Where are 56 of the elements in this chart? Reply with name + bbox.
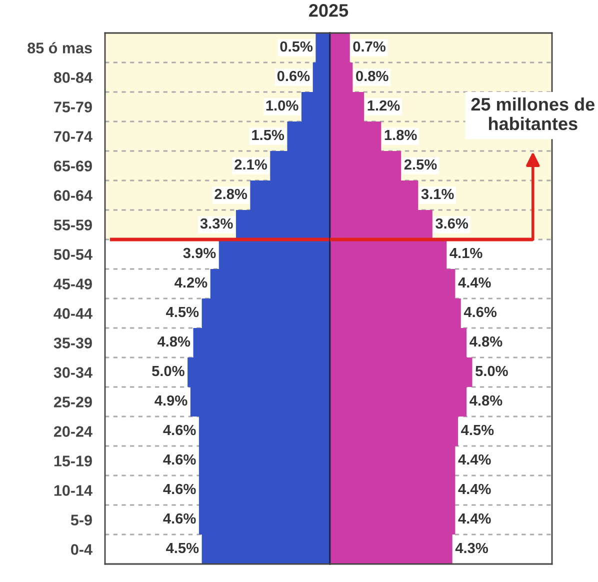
data-label: 1.0% (266, 100, 298, 111)
y-tick-label: 75-79 (54, 102, 92, 112)
data-label: 0.7% (353, 41, 386, 52)
data-label: 4.8% (470, 395, 502, 406)
data-label: 4.2% (174, 277, 208, 288)
data-label: 4.4% (458, 484, 491, 494)
annotation: 25 millones de habitantes (471, 97, 595, 130)
y-tick-label: 40-44 (54, 308, 92, 319)
y-tick-label: 20-24 (54, 426, 92, 437)
data-label: 0.5% (280, 41, 313, 52)
y-tick-label: 70-74 (54, 131, 92, 142)
data-label: 2.8% (214, 188, 248, 200)
y-tick-label: 85 ó mas (28, 42, 92, 54)
data-label: 4.4% (458, 454, 491, 465)
data-label: 4.5% (166, 306, 199, 318)
y-tick-label: 25-29 (54, 396, 92, 408)
data-label: 4.6% (163, 484, 196, 494)
data-label: 2.5% (404, 159, 437, 170)
y-tick-label: 65-69 (54, 160, 92, 172)
y-tick-label: 45-49 (54, 278, 92, 290)
data-label: 1.8% (384, 130, 417, 140)
data-label: 5.0% (476, 366, 508, 376)
data-label: 4.6% (163, 454, 196, 465)
data-label: 5.0% (152, 366, 184, 376)
data-label: 0.6% (277, 70, 310, 82)
data-label: 4.8% (157, 336, 190, 347)
y-tick-label: 50-54 (54, 249, 92, 260)
data-label: 4.6% (163, 424, 196, 436)
data-label: 4.5% (166, 542, 199, 554)
y-tick-label: 5-9 (70, 514, 92, 526)
y-tick-label: 55-59 (54, 220, 92, 230)
y-tick-label: 15-19 (54, 456, 92, 466)
data-label: 4.8% (470, 336, 502, 347)
data-label: 2.1% (234, 159, 267, 170)
data-label: 3.1% (421, 188, 454, 200)
data-label: 4.4% (458, 513, 491, 524)
data-label: 4.9% (154, 395, 188, 406)
data-label: 4.6% (464, 306, 497, 318)
data-label: 4.1% (450, 248, 482, 258)
data-label: 4.3% (455, 542, 488, 554)
y-tick-label: 10-14 (54, 485, 92, 496)
data-label: 3.9% (183, 248, 216, 258)
y-tick-label: 80-84 (54, 72, 92, 83)
data-label: 4.5% (461, 424, 494, 436)
data-label: 1.5% (252, 130, 284, 140)
y-tick-label: 30-34 (54, 367, 92, 378)
data-label: 1.2% (368, 100, 400, 111)
data-label: 4.4% (458, 277, 491, 288)
y-tick-label: 35-39 (54, 338, 92, 348)
data-label: 0.8% (356, 70, 388, 82)
y-tick-label: 60-64 (54, 190, 92, 201)
chart-title: 2025 (309, 4, 348, 17)
y-tick-label: 0-4 (71, 544, 92, 555)
data-label: 3.6% (436, 218, 468, 229)
data-label: 3.3% (200, 218, 233, 229)
data-label: 4.6% (163, 513, 196, 524)
